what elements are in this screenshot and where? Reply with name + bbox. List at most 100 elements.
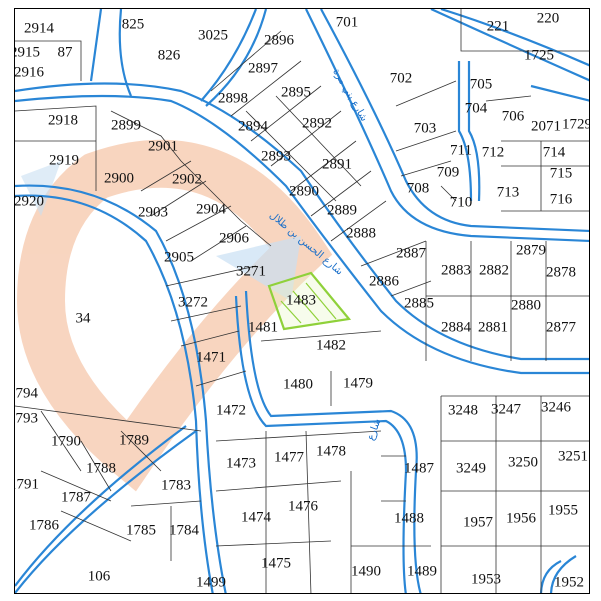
parcel-label-2914[interactable]: 2914 — [24, 20, 55, 36]
parcel-label-2891[interactable]: 2891 — [322, 156, 352, 172]
parcel-label-2898[interactable]: 2898 — [218, 90, 248, 106]
cadastral-map[interactable]: شارع الحسن بن طلال شارع بني مرة شارع 291… — [14, 8, 590, 594]
parcel-label-703[interactable]: 703 — [414, 120, 437, 136]
parcel-label-3272[interactable]: 3272 — [178, 294, 208, 310]
parcel-label-712[interactable]: 712 — [482, 144, 505, 160]
parcel-label-701[interactable]: 701 — [336, 14, 359, 30]
parcel-label-1477[interactable]: 1477 — [274, 449, 305, 465]
parcel-label-706[interactable]: 706 — [502, 108, 525, 124]
parcel-label-3251[interactable]: 3251 — [558, 448, 588, 464]
parcel-label-3246[interactable]: 3246 — [541, 399, 572, 415]
parcel-label-2886[interactable]: 2886 — [369, 273, 400, 289]
parcel-label-2879[interactable]: 2879 — [516, 242, 546, 258]
parcel-label-1472[interactable]: 1472 — [216, 402, 246, 418]
parcel-label-2905[interactable]: 2905 — [164, 249, 194, 265]
parcel-label-1788[interactable]: 1788 — [86, 460, 116, 476]
parcel-label-2889[interactable]: 2889 — [327, 202, 357, 218]
parcel-label-1956[interactable]: 1956 — [506, 510, 537, 526]
parcel-label-1474[interactable]: 1474 — [241, 509, 272, 525]
parcel-label-3249[interactable]: 3249 — [456, 460, 486, 476]
parcel-label-2904[interactable]: 2904 — [196, 201, 227, 217]
parcel-label-1473[interactable]: 1473 — [226, 455, 256, 471]
parcel-label-2900[interactable]: 2900 — [104, 170, 134, 186]
parcel-label-1471[interactable]: 1471 — [196, 349, 226, 365]
parcel-label-2892[interactable]: 2892 — [302, 115, 332, 131]
parcel-label-34[interactable]: 34 — [76, 310, 92, 326]
parcel-label-2903[interactable]: 2903 — [138, 204, 168, 220]
parcel-label-2881[interactable]: 2881 — [478, 319, 508, 335]
parcel-label-221[interactable]: 221 — [487, 18, 510, 34]
parcel-label-716[interactable]: 716 — [550, 191, 573, 207]
parcel-label-1785[interactable]: 1785 — [126, 522, 156, 538]
map-canvas[interactable]: شارع الحسن بن طلال شارع بني مرة شارع 291… — [15, 9, 590, 594]
parcel-label-3271[interactable]: 3271 — [236, 263, 266, 279]
parcel-label-1487[interactable]: 1487 — [404, 460, 435, 476]
parcel-label-1955[interactable]: 1955 — [548, 502, 578, 518]
parcel-label-1490[interactable]: 1490 — [351, 563, 381, 579]
parcel-label-2901[interactable]: 2901 — [148, 138, 178, 154]
parcel-label-2906[interactable]: 2906 — [219, 230, 250, 246]
parcel-label-826[interactable]: 826 — [158, 47, 181, 63]
parcel-label-704[interactable]: 704 — [465, 100, 488, 116]
parcel-label-709[interactable]: 709 — [437, 164, 460, 180]
parcel-label-1480[interactable]: 1480 — [283, 376, 313, 392]
parcel-label-2887[interactable]: 2887 — [396, 245, 427, 261]
parcel-label-1789[interactable]: 1789 — [119, 432, 149, 448]
parcel-label-1478[interactable]: 1478 — [316, 443, 346, 459]
parcel-label-2884[interactable]: 2884 — [441, 319, 472, 335]
parcel-label-2899[interactable]: 2899 — [111, 117, 141, 133]
parcel-label-1499[interactable]: 1499 — [196, 574, 226, 590]
parcel-label-715[interactable]: 715 — [550, 165, 573, 181]
parcel-label-2882[interactable]: 2882 — [479, 262, 509, 278]
parcel-label-2880[interactable]: 2880 — [511, 297, 541, 313]
parcel-label-1786[interactable]: 1786 — [29, 517, 60, 533]
parcel-label-1952[interactable]: 1952 — [554, 574, 584, 590]
parcel-label-2902[interactable]: 2902 — [172, 171, 202, 187]
parcel-label-714[interactable]: 714 — [543, 144, 566, 160]
parcel-label-2897[interactable]: 2897 — [248, 60, 279, 76]
parcel-label-710[interactable]: 710 — [450, 194, 473, 210]
parcel-label-2916[interactable]: 2916 — [15, 64, 45, 80]
parcel-label-1784[interactable]: 1784 — [169, 522, 200, 538]
parcel-label-1787[interactable]: 1787 — [61, 489, 92, 505]
parcel-label-1482[interactable]: 1482 — [316, 337, 346, 353]
parcel-label-705[interactable]: 705 — [470, 76, 493, 92]
parcel-label-106[interactable]: 106 — [88, 568, 111, 584]
parcel-label-2915[interactable]: 2915 — [15, 44, 40, 60]
parcel-label-1489[interactable]: 1489 — [407, 563, 437, 579]
parcel-label-1957[interactable]: 1957 — [463, 514, 494, 530]
parcel-label-702[interactable]: 702 — [390, 70, 413, 86]
parcel-label-220[interactable]: 220 — [537, 10, 560, 26]
parcel-label-2885[interactable]: 2885 — [404, 295, 434, 311]
parcel-label-713[interactable]: 713 — [497, 184, 520, 200]
parcel-label-2918[interactable]: 2918 — [48, 112, 78, 128]
parcel-label-2894[interactable]: 2894 — [238, 118, 269, 134]
parcel-label-1479[interactable]: 1479 — [343, 375, 373, 391]
parcel-label-2890[interactable]: 2890 — [289, 183, 319, 199]
parcel-label-708[interactable]: 708 — [407, 180, 430, 196]
parcel-label-2893[interactable]: 2893 — [261, 148, 291, 164]
parcel-label-1481[interactable]: 1481 — [248, 319, 278, 335]
parcel-label-1791[interactable]: 1791 — [15, 476, 39, 492]
parcel-label-3250[interactable]: 3250 — [508, 454, 538, 470]
parcel-label-3025[interactable]: 3025 — [198, 27, 228, 43]
parcel-label-825[interactable]: 825 — [122, 16, 145, 32]
parcel-label-2895[interactable]: 2895 — [281, 84, 311, 100]
parcel-label-1783[interactable]: 1783 — [161, 477, 191, 493]
parcel-label-2888[interactable]: 2888 — [346, 225, 376, 241]
parcel-label-2920[interactable]: 2920 — [15, 193, 44, 209]
parcel-label-1725[interactable]: 1725 — [524, 47, 554, 63]
parcel-label-1729[interactable]: 1729 — [562, 116, 590, 132]
parcel-label-2877[interactable]: 2877 — [546, 319, 577, 335]
parcel-label-711[interactable]: 711 — [450, 142, 472, 158]
parcel-label-1794[interactable]: 1794 — [15, 385, 39, 401]
parcel-label-87[interactable]: 87 — [58, 44, 74, 60]
parcel-label-1476[interactable]: 1476 — [288, 498, 319, 514]
highlighted-parcel-1483[interactable] — [267, 271, 352, 331]
parcel-label-3248[interactable]: 3248 — [448, 402, 478, 418]
parcel-label-1475[interactable]: 1475 — [261, 555, 291, 571]
parcel-label-1953[interactable]: 1953 — [471, 571, 501, 587]
parcel-label-1488[interactable]: 1488 — [394, 510, 424, 526]
parcel-label-2878[interactable]: 2878 — [546, 264, 576, 280]
parcel-label-1793[interactable]: 1793 — [15, 410, 38, 426]
